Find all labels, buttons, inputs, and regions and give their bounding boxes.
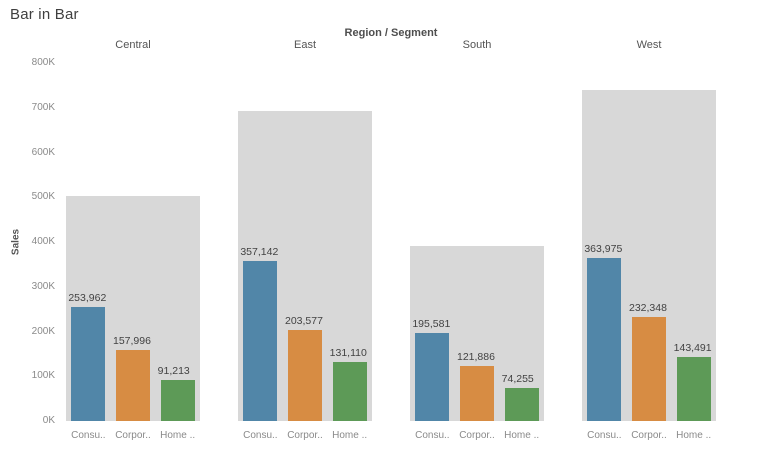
bar-west-home-office[interactable]: [676, 356, 711, 421]
y-tick-label: 300K: [31, 280, 55, 292]
value-label-south-consumer: 195,581: [412, 318, 451, 331]
y-tick-label: 0K: [42, 415, 55, 426]
y-tick-label: 400K: [31, 236, 55, 247]
region-header-west[interactable]: West: [636, 39, 662, 51]
bar-west-corporate[interactable]: [632, 317, 666, 421]
value-label-south-home-office: 74,255: [501, 372, 534, 385]
y-tick-label: 700K: [31, 101, 55, 113]
segment-tick-central-consumer[interactable]: Consu..: [71, 430, 106, 441]
segment-tick-west-home-office[interactable]: Home ..: [676, 430, 712, 441]
y-tick-label: 600K: [31, 146, 55, 158]
segment-tick-west-corporate[interactable]: Corpor..: [631, 430, 667, 441]
segment-tick-east-consumer[interactable]: Consu..: [243, 430, 278, 441]
value-label-west-home-office: 143,491: [673, 341, 712, 354]
value-label-central-corporate: 157,996: [113, 335, 151, 348]
region-header-central[interactable]: Central: [115, 39, 151, 51]
segment-tick-east-corporate[interactable]: Corpor..: [287, 430, 323, 441]
segment-tick-west-consumer[interactable]: Consu..: [587, 430, 622, 441]
value-label-central-consumer: 253,962: [68, 292, 107, 305]
bar-central-corporate[interactable]: [116, 350, 150, 421]
segment-tick-south-corporate[interactable]: Corpor..: [459, 430, 495, 441]
segment-tick-central-corporate[interactable]: Corpor..: [115, 430, 151, 441]
bar-central-consumer[interactable]: [71, 307, 106, 421]
bar-central-home-office[interactable]: [160, 380, 195, 421]
segment-tick-east-home-office[interactable]: Home ..: [332, 430, 368, 441]
bar-south-corporate[interactable]: [460, 366, 494, 421]
value-label-south-corporate: 121,886: [457, 351, 495, 364]
value-label-central-home-office: 91,213: [157, 365, 190, 378]
bar-east-home-office[interactable]: [332, 362, 367, 421]
segment-tick-south-home-office[interactable]: Home ..: [504, 430, 540, 441]
column-field-label: Region / Segment: [344, 27, 438, 39]
value-label-west-corporate: 232,348: [629, 302, 667, 315]
bar-south-consumer[interactable]: [415, 333, 450, 421]
value-label-east-corporate: 203,577: [285, 314, 323, 327]
segment-tick-central-home-office[interactable]: Home ..: [160, 430, 196, 441]
bar-east-corporate[interactable]: [288, 329, 322, 421]
y-tick-label: 200K: [31, 325, 55, 337]
bar-south-home-office[interactable]: [504, 387, 539, 421]
y-tick-label: 500K: [31, 191, 55, 203]
y-tick-label: 100K: [31, 370, 55, 382]
chart-title: Bar in Bar: [10, 6, 79, 23]
region-header-east[interactable]: East: [293, 39, 316, 51]
region-header-south[interactable]: South: [462, 39, 492, 51]
y-tick-label: 800K: [31, 57, 55, 68]
value-label-east-home-office: 131,110: [329, 347, 367, 360]
bar-west-consumer[interactable]: [587, 258, 622, 421]
value-label-east-consumer: 357,142: [240, 246, 279, 259]
bar-east-consumer[interactable]: [243, 261, 278, 421]
value-label-west-consumer: 363,975: [584, 243, 623, 256]
segment-tick-south-consumer[interactable]: Consu..: [415, 430, 450, 441]
